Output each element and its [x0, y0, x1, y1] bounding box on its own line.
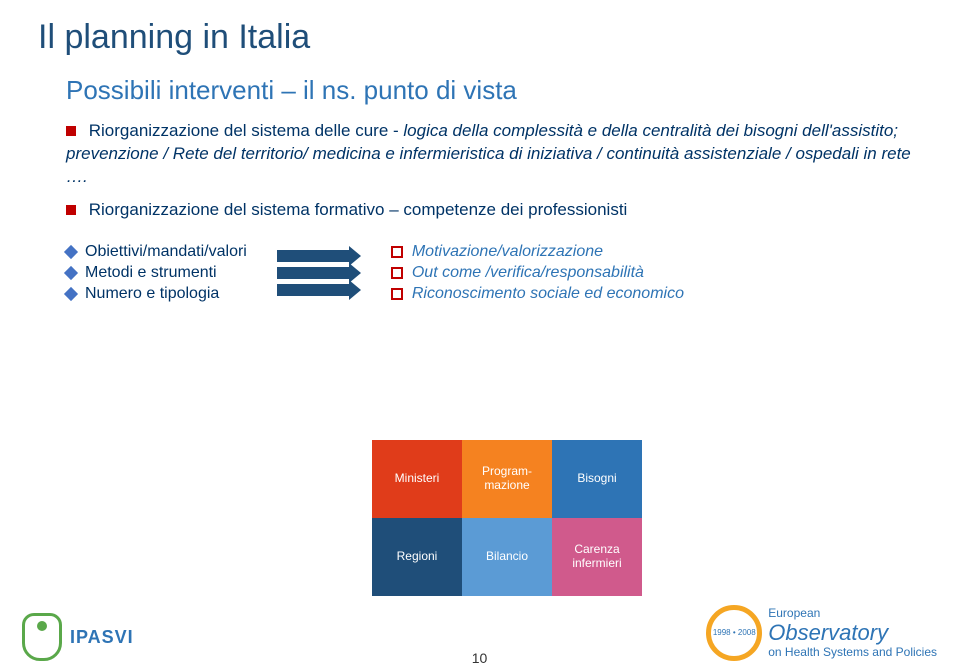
- arrow-icon: [277, 267, 349, 279]
- obs-line1: European: [768, 607, 937, 621]
- left-item-0: Obiettivi/mandati/valori: [85, 243, 247, 261]
- puzzle-piece-programmazione: Program- mazione: [462, 440, 552, 518]
- diamond-icon: [64, 287, 78, 301]
- left-item-2: Numero e tipologia: [85, 285, 219, 303]
- right-item-1: Out come /verifica/responsabilità: [412, 264, 644, 282]
- checkbox-open-icon: [391, 246, 403, 258]
- arrow-block: [277, 245, 361, 301]
- ipasvi-text: IPASVI: [70, 627, 134, 648]
- bullet-1: Riorganizzazione del sistema delle cure …: [66, 120, 919, 189]
- right-item-0: Motivazione/valorizzazione: [412, 243, 603, 261]
- left-list: Obiettivi/mandati/valori Metodi e strume…: [66, 240, 247, 306]
- slide-title: Il planning in Italia: [0, 0, 959, 57]
- puzzle-piece-ministeri: Ministeri: [372, 440, 462, 518]
- page-number: 10: [472, 650, 488, 666]
- diamond-icon: [64, 266, 78, 280]
- bullet-2-text: Riorganizzazione del sistema formativo –…: [89, 200, 628, 219]
- arrow-icon: [277, 284, 349, 296]
- puzzle-piece-carenza: Carenza infermieri: [552, 518, 642, 596]
- checkbox-open-icon: [391, 288, 403, 300]
- list-item: Metodi e strumenti: [66, 264, 247, 282]
- right-list: Motivazione/valorizzazione Out come /ver…: [391, 240, 684, 306]
- left-item-1: Metodi e strumenti: [85, 264, 217, 282]
- ipasvi-icon: [22, 613, 62, 661]
- list-item: Riconoscimento sociale ed economico: [391, 285, 684, 303]
- puzzle-piece-bilancio: Bilancio: [462, 518, 552, 596]
- diamond-icon: [64, 245, 78, 259]
- bullet-square-icon: [66, 126, 76, 136]
- subtitle: Possibili interventi – il ns. punto di v…: [66, 75, 919, 106]
- right-item-2: Riconoscimento sociale ed economico: [412, 285, 684, 303]
- arrow-icon: [277, 250, 349, 262]
- list-item: Numero e tipologia: [66, 285, 247, 303]
- bullet-1-lead: Riorganizzazione del sistema delle cure …: [89, 121, 404, 140]
- observatory-ring-icon: 1998 • 2008: [706, 605, 762, 661]
- list-item: Obiettivi/mandati/valori: [66, 243, 247, 261]
- content-area: Possibili interventi – il ns. punto di v…: [0, 57, 959, 306]
- puzzle-row-1: Ministeri Program- mazione Bisogni: [372, 440, 642, 518]
- obs-line3: on Health Systems and Policies: [768, 646, 937, 660]
- ipasvi-logo: IPASVI: [22, 613, 134, 661]
- puzzle-diagram: Ministeri Program- mazione Bisogni Regio…: [372, 440, 642, 596]
- observatory-logo: 1998 • 2008 European Observatory on Heal…: [706, 605, 937, 661]
- two-column-lists: Obiettivi/mandati/valori Metodi e strume…: [66, 240, 919, 306]
- observatory-text: European Observatory on Health Systems a…: [768, 607, 937, 660]
- puzzle-piece-regioni: Regioni: [372, 518, 462, 596]
- list-item: Motivazione/valorizzazione: [391, 243, 684, 261]
- checkbox-open-icon: [391, 267, 403, 279]
- puzzle-row-2: Regioni Bilancio Carenza infermieri: [372, 518, 642, 596]
- bullet-square-icon: [66, 205, 76, 215]
- bullet-2: Riorganizzazione del sistema formativo –…: [66, 199, 919, 222]
- obs-line2: Observatory: [768, 620, 937, 645]
- list-item: Out come /verifica/responsabilità: [391, 264, 684, 282]
- puzzle-piece-bisogni: Bisogni: [552, 440, 642, 518]
